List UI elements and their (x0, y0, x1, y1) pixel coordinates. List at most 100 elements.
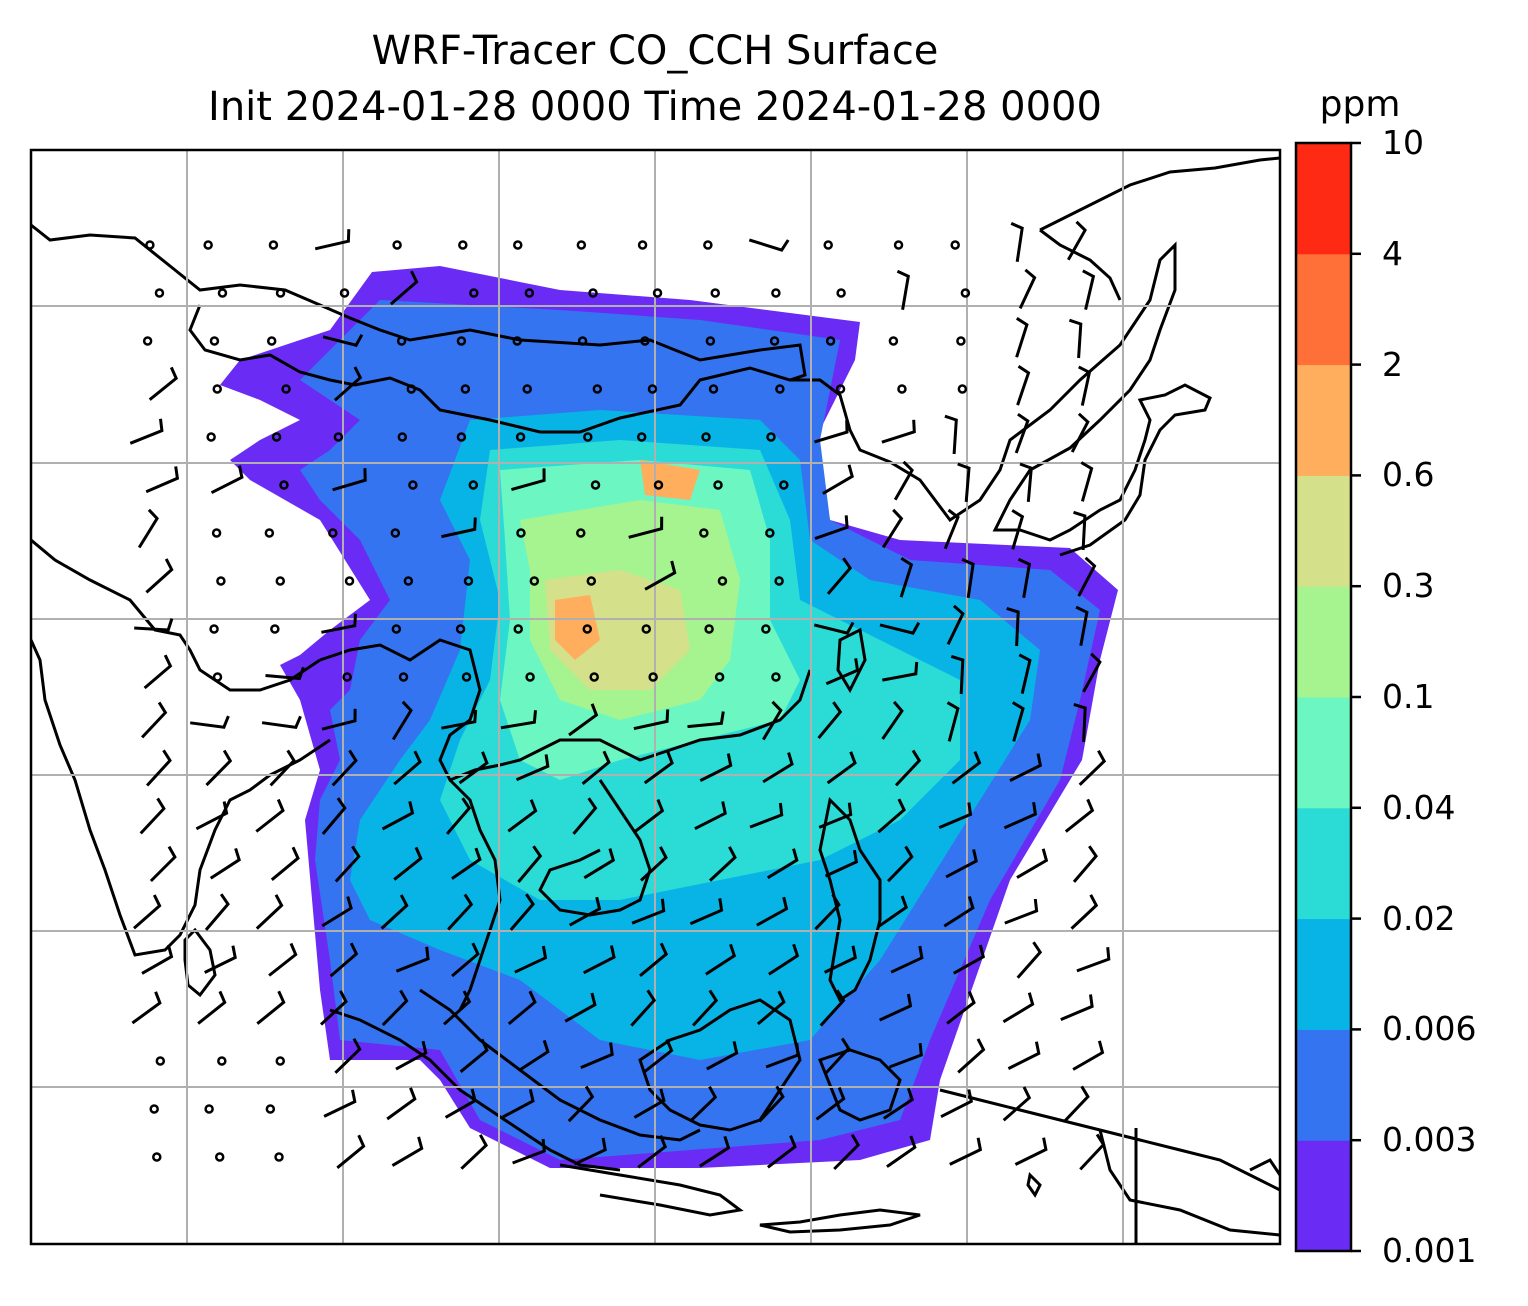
wind-barb-calm (641, 624, 652, 634)
wind-barb-calm (529, 576, 540, 586)
wind-barb (321, 896, 353, 928)
wind-barb-calm (590, 480, 601, 490)
wind-barb (944, 414, 958, 455)
colorbar-bin (1296, 1029, 1351, 1141)
wind-barb (689, 1085, 718, 1122)
wind-barb (129, 418, 164, 445)
wind-barb-calm (888, 336, 899, 346)
wind-barb (766, 848, 799, 880)
wind-barb (145, 749, 172, 787)
wind-barb (631, 898, 666, 925)
wind-barb-calm (333, 432, 344, 442)
wind-barb-calm (275, 288, 286, 298)
colorbar-bin (1296, 697, 1351, 809)
wind-barb-calm (456, 336, 467, 346)
wind-barb-calm (211, 528, 222, 538)
wind-barb (824, 849, 859, 878)
colorbar-bin (1296, 918, 1351, 1030)
wind-barb (749, 802, 784, 829)
wind-barb-calm (214, 1152, 225, 1162)
wind-barb (894, 749, 922, 787)
colorbar-tick-label: 0.003 (1382, 1120, 1477, 1160)
wind-barb (204, 893, 230, 931)
wind-barb (322, 333, 364, 347)
wind-barb (822, 464, 854, 495)
wind-barb (331, 749, 358, 787)
wind-barb-calm (717, 576, 728, 586)
wind-barb (694, 801, 727, 831)
wind-barb-calm (271, 432, 282, 442)
wind-barb (145, 466, 180, 494)
wind-barb (386, 1087, 417, 1121)
wind-barb (507, 799, 538, 833)
wind-barb (395, 946, 430, 973)
wind-barb-calm (145, 240, 155, 250)
wind-barb (639, 942, 669, 977)
wind-barb (1018, 268, 1037, 310)
wind-barb (149, 845, 177, 883)
wind-barb (141, 701, 168, 739)
wind-barb-calm (513, 240, 523, 250)
wind-barb-calm (708, 384, 719, 394)
wind-barb (204, 945, 237, 974)
wind-barb-calm (766, 432, 776, 442)
field-band-7 (555, 595, 600, 660)
wind-barb (441, 517, 477, 539)
wind-barb (949, 1137, 983, 1166)
wind-barb (890, 945, 924, 974)
wind-barb (946, 701, 960, 742)
wind-barb-calm (396, 336, 407, 346)
wind-barb (1063, 1085, 1090, 1123)
wind-barb (886, 1135, 917, 1168)
wind-barb (817, 701, 843, 740)
wind-barb (451, 942, 480, 978)
wind-barb (950, 654, 965, 695)
wind-barb (762, 700, 783, 741)
colorbar-unit-label: ppm (1319, 84, 1401, 125)
wind-barb-calm (771, 288, 781, 298)
wind-barb (628, 516, 664, 539)
wind-barb (1073, 510, 1087, 551)
wind-barb (687, 711, 725, 729)
wind-barb-calm (699, 528, 709, 538)
wind-barb (1002, 992, 1035, 1024)
wind-barb-calm (216, 576, 226, 586)
colorbar-tick-label: 2 (1382, 344, 1403, 384)
wind-barb (762, 752, 794, 784)
wind-barb (515, 754, 550, 782)
wind-barb (139, 797, 166, 835)
wind-barb (1015, 317, 1029, 358)
wind-barb (573, 1137, 607, 1166)
wind-barb (329, 942, 359, 978)
wind-barb (564, 992, 597, 1023)
wind-barb-calm (206, 432, 216, 442)
wind-barb (826, 751, 857, 785)
wind-barb (952, 944, 986, 975)
wind-barb-calm (703, 240, 713, 250)
wind-barb (882, 1087, 914, 1120)
wind-barb (391, 1136, 424, 1167)
wind-barb (823, 945, 857, 974)
wind-barb-calm (897, 384, 907, 394)
map-title-line1: WRF-Tracer CO_CCH Surface (371, 28, 939, 74)
wind-barb (951, 751, 982, 785)
wind-barb-calm (398, 672, 409, 682)
wind-barb-calm (774, 576, 784, 586)
wind-barb-calm (155, 1056, 166, 1066)
colorbar-tick-label: 0.02 (1382, 898, 1456, 938)
wind-barb-calm (775, 384, 785, 394)
wind-barb-calm (204, 1104, 214, 1114)
wind-barb (133, 894, 162, 930)
wind-barb-calm (403, 576, 414, 586)
colorbar-tick-label: 0.6 (1382, 455, 1435, 495)
wind-barb (141, 944, 174, 975)
wind-barb (1017, 557, 1032, 599)
wind-barb (134, 618, 174, 632)
wind-barb (1078, 749, 1107, 786)
wind-barb (444, 1088, 477, 1119)
wind-barb (583, 945, 616, 975)
wind-barb (881, 700, 904, 740)
wind-barb-calm (463, 576, 474, 586)
wind-barb-calm (408, 480, 418, 490)
wind-barb (389, 270, 419, 306)
